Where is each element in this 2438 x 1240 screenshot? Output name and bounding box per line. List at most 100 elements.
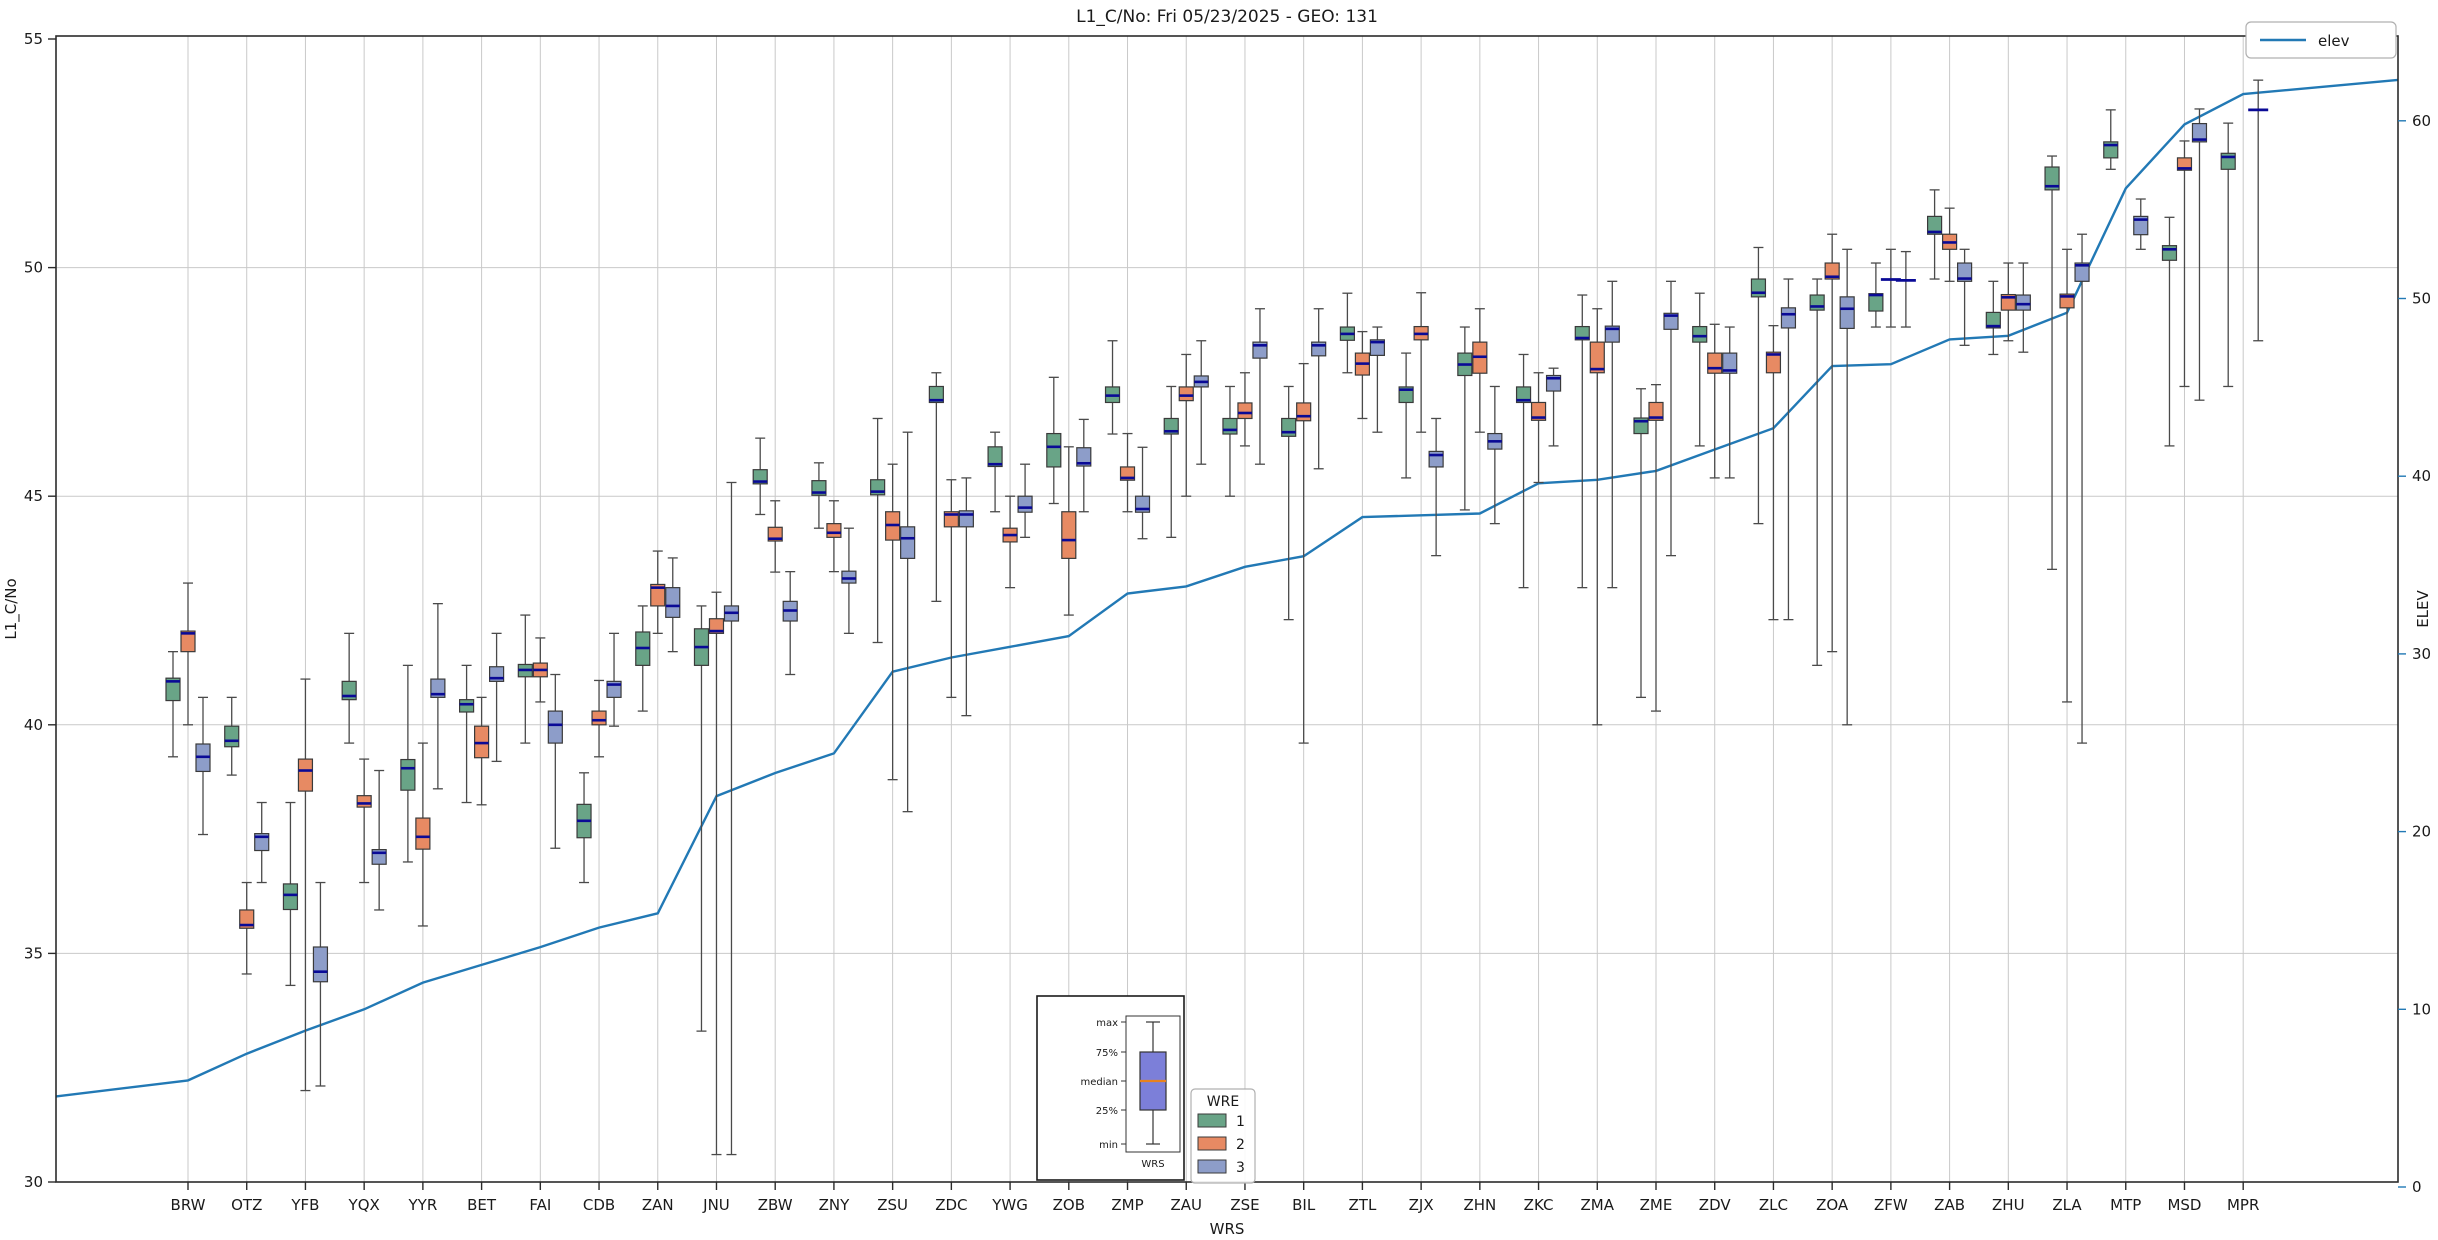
box-BIL-wre1 [1281,385,1297,621]
box-ZMA-wre3 [1604,280,1620,589]
legend-elev: elev [2245,21,2397,59]
box-ZJX-wre1 [1398,352,1414,479]
svg-text:median: median [1081,1077,1119,1088]
left-tick-label: 30 [24,1173,43,1191]
box-ZAB-wre3 [1956,248,1973,346]
box-ZAN-wre3 [665,557,681,653]
box-FAI-wre1 [517,614,533,744]
box-YWG-wre3 [1017,463,1033,538]
x-tick-label: ZHU [1992,1196,2025,1214]
y-axis-label-left: L1_C/No [2,578,21,639]
box-ZJX-wre2 [1413,292,1429,433]
box-ZMP-wre2 [1119,432,1136,513]
svg-text:25%: 25% [1096,1106,1118,1117]
box-ZMP-wre1 [1104,340,1121,435]
box-ZLC-wre3 [1780,278,1797,621]
box-ZHU-wre2 [2000,262,2016,342]
box-ZHN-wre1 [1457,326,1473,511]
right-tick-label: 40 [2412,467,2431,485]
box-ZTL-wre1 [1339,292,1356,374]
box-ZAN-wre2 [650,550,666,635]
box-ZAU-wre2 [1178,353,1194,497]
inset-box-anatomy: max 75% median 25% min WRS [1036,995,1185,1181]
left-tick-label: 50 [24,259,43,277]
y-axis-label-right: ELEV [2414,589,2432,627]
svg-text:WRS: WRS [1141,1159,1164,1170]
box-BIL-wre2 [1296,362,1312,744]
box-ZME-wre3 [1663,280,1679,557]
box-MPR-wre1 [2220,122,2236,388]
box-CDB-wre3 [606,632,622,727]
box-BRW-wre2 [180,582,196,726]
box-ZFW-wre2 [1880,248,1901,328]
box-ZOA-wre3 [1839,248,1855,726]
right-tick-label: 0 [2412,1178,2422,1196]
box-ZBW-wre3 [782,570,798,676]
box-OTZ-wre1 [224,696,240,776]
box-YWG-wre1 [987,431,1003,513]
box-ZSE-wre1 [1222,385,1238,497]
x-tick-label: ZME [1640,1196,1673,1214]
box-ZOB-wre2 [1061,446,1077,616]
box-ZBW-wre1 [752,437,768,516]
x-tick-label: ZMA [1581,1196,1615,1214]
box-ZKC-wre1 [1515,353,1532,589]
box-ZAB-wre1 [1926,189,1943,280]
x-tick-label: ZLC [1759,1196,1788,1214]
x-tick-label: ZSE [1230,1196,1259,1214]
box-ZTL-wre3 [1369,326,1386,433]
box-ZMA-wre2 [1589,308,1605,726]
x-tick-label: BIL [1292,1196,1316,1214]
box-ZDV-wre2 [1707,323,1723,479]
x-tick-label: BET [467,1196,497,1214]
box-ZSU-wre1 [870,417,886,644]
box-BET-wre3 [489,632,505,763]
box-YYR-wre3 [430,602,446,790]
box-ZDV-wre1 [1692,292,1708,447]
right-tick-label: 10 [2412,1000,2431,1018]
box-ZDV-wre3 [1722,326,1738,479]
box-BET-wre1 [459,664,475,804]
box-YQX-wre3 [371,769,387,911]
left-tick-label: 40 [24,716,43,734]
x-tick-label: ZAN [642,1196,674,1214]
x-tick-label: ZBW [758,1196,793,1214]
box-JNU-wre3 [723,481,740,1156]
box-ZOA-wre1 [1809,278,1825,667]
svg-text:WRE: WRE [1207,1094,1239,1110]
box-ZAU-wre3 [1193,340,1209,465]
box-YFB-wre1 [282,801,299,987]
box-ZSU-wre2 [885,463,901,781]
box-FAI-wre2 [532,637,548,703]
box-ZTL-wre2 [1354,330,1371,420]
x-tick-label: MPR [2227,1196,2259,1214]
box-ZAB-wre2 [1941,207,1958,282]
x-tick-label: MSD [2167,1196,2201,1214]
box-MSD-wre3 [2191,108,2208,401]
box-OTZ-wre3 [254,801,270,884]
box-ZLA-wre2 [2059,248,2075,703]
box-ZJX-wre3 [1428,417,1444,557]
box-ZME-wre2 [1648,383,1664,712]
box-ZHU-wre3 [2015,262,2031,353]
box-OTZ-wre2 [239,881,255,975]
x-tick-label: ZDC [935,1196,967,1214]
x-tick-label: ZOA [1816,1196,1849,1214]
x-tick-label: FAI [529,1196,551,1214]
x-tick-label: BRW [171,1196,206,1214]
box-ZNY-wre3 [841,527,857,635]
box-MSD-wre1 [2161,216,2178,447]
box-ZLC-wre2 [1765,325,1782,621]
x-tick-label: OTZ [231,1196,262,1214]
x-tick-label: ZTL [1349,1196,1377,1214]
box-ZFW-wre3 [1895,250,1916,328]
box-ZDC-wre1 [928,372,944,603]
svg-text:75%: 75% [1096,1048,1118,1059]
right-tick-label: 30 [2412,645,2431,663]
svg-text:min: min [1099,1140,1118,1151]
box-ZSE-wre3 [1252,308,1268,465]
box-ZLC-wre1 [1750,246,1767,525]
box-ZOB-wre1 [1046,376,1062,505]
